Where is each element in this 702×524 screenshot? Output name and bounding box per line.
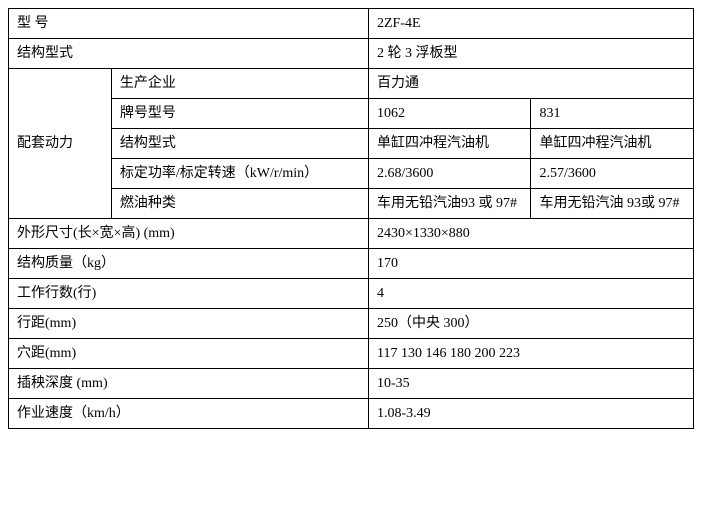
cell-model-number-value2: 831	[531, 99, 694, 129]
cell-model-number-label: 牌号型号	[111, 99, 368, 129]
cell-mass-label: 结构质量（kg）	[9, 249, 369, 279]
cell-model-number-value1: 1062	[368, 99, 531, 129]
cell-dimensions-label: 外形尺寸(长×宽×高) (mm)	[9, 219, 369, 249]
row-hole-spacing: 穴距(mm) 117 130 146 180 200 223	[9, 339, 694, 369]
cell-hole-spacing-label: 穴距(mm)	[9, 339, 369, 369]
row-manufacturer: 配套动力 生产企业 百力通	[9, 69, 694, 99]
row-mass: 结构质量（kg） 170	[9, 249, 694, 279]
cell-dimensions-value: 2430×1330×880	[368, 219, 693, 249]
row-dimensions: 外形尺寸(长×宽×高) (mm) 2430×1330×880	[9, 219, 694, 249]
row-power-structure: 结构型式 单缸四冲程汽油机 单缸四冲程汽油机	[9, 129, 694, 159]
cell-working-speed-value: 1.08-3.49	[368, 399, 693, 429]
row-row-spacing: 行距(mm) 250（中央 300）	[9, 309, 694, 339]
cell-hole-spacing-value: 117 130 146 180 200 223	[368, 339, 693, 369]
row-planting-depth: 插秧深度 (mm) 10-35	[9, 369, 694, 399]
cell-power-label: 配套动力	[9, 69, 112, 219]
row-fuel-type: 燃油种类 车用无铅汽油93 或 97# 车用无铅汽油 93或 97#	[9, 189, 694, 219]
cell-rated-power-value2: 2.57/3600	[531, 159, 694, 189]
cell-rated-power-value1: 2.68/3600	[368, 159, 531, 189]
cell-power-structure-value2: 单缸四冲程汽油机	[531, 129, 694, 159]
cell-fuel-type-value1: 车用无铅汽油93 或 97#	[368, 189, 531, 219]
cell-working-rows-value: 4	[368, 279, 693, 309]
cell-structure-type-label: 结构型式	[9, 39, 369, 69]
cell-working-rows-label: 工作行数(行)	[9, 279, 369, 309]
cell-power-structure-label: 结构型式	[111, 129, 368, 159]
row-rated-power: 标定功率/标定转速（kW/r/min） 2.68/3600 2.57/3600	[9, 159, 694, 189]
cell-planting-depth-value: 10-35	[368, 369, 693, 399]
cell-manufacturer-value: 百力通	[368, 69, 693, 99]
cell-fuel-type-label: 燃油种类	[111, 189, 368, 219]
row-model-number: 牌号型号 1062 831	[9, 99, 694, 129]
cell-model-value: 2ZF-4E	[368, 9, 693, 39]
cell-row-spacing-value: 250（中央 300）	[368, 309, 693, 339]
cell-rated-power-label: 标定功率/标定转速（kW/r/min）	[111, 159, 368, 189]
spec-table: 型 号 2ZF-4E 结构型式 2 轮 3 浮板型 配套动力 生产企业 百力通 …	[8, 8, 694, 429]
cell-manufacturer-label: 生产企业	[111, 69, 368, 99]
row-working-rows: 工作行数(行) 4	[9, 279, 694, 309]
cell-power-structure-value1: 单缸四冲程汽油机	[368, 129, 531, 159]
cell-working-speed-label: 作业速度（km/h）	[9, 399, 369, 429]
cell-row-spacing-label: 行距(mm)	[9, 309, 369, 339]
cell-planting-depth-label: 插秧深度 (mm)	[9, 369, 369, 399]
row-working-speed: 作业速度（km/h） 1.08-3.49	[9, 399, 694, 429]
row-structure-type: 结构型式 2 轮 3 浮板型	[9, 39, 694, 69]
cell-fuel-type-value2: 车用无铅汽油 93或 97#	[531, 189, 694, 219]
row-model: 型 号 2ZF-4E	[9, 9, 694, 39]
cell-structure-type-value: 2 轮 3 浮板型	[368, 39, 693, 69]
cell-model-label: 型 号	[9, 9, 369, 39]
cell-mass-value: 170	[368, 249, 693, 279]
